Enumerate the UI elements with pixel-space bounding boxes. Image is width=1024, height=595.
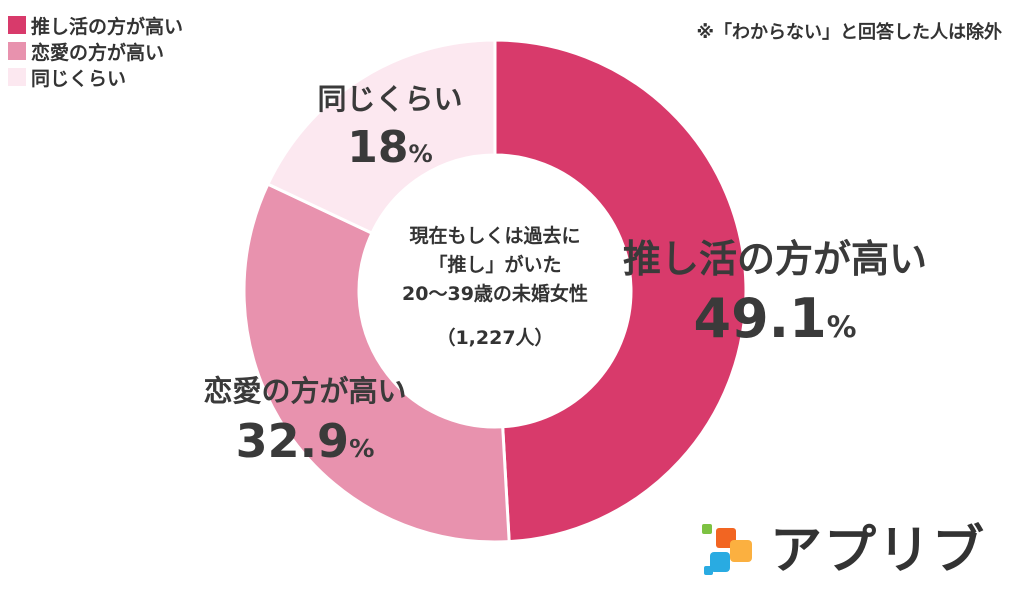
legend-label-oshi: 推し活の方が高い [31,15,184,38]
center-line-1: 現在もしくは過去に [409,225,581,247]
center-caption: 現在もしくは過去に 「推し」がいた 20〜39歳の未婚女性 （1,227人） [357,222,633,350]
segment-value-oshi: 49.1% [693,287,857,350]
legend-swatch-renai [8,42,26,60]
applibu-logo: アプリブ [700,518,1010,584]
donut-segment-oshi [493,38,748,544]
segment-value-onaji: 18% [347,122,433,173]
segment-label-oshi: 推し活の方が高い 49.1% [610,228,940,350]
center-line-3: 20〜39歳の未婚女性 [402,283,588,305]
segment-name-onaji: 同じくらい [317,82,463,116]
exclusion-note: ※「わからない」と回答した人は除外 [696,22,1003,43]
segment-value-renai: 32.9% [235,414,375,468]
legend-swatch-onaji [8,68,26,86]
legend-label-onaji: 同じくらい [31,67,127,90]
app-blocks-icon [702,524,752,575]
legend-label-renai: 恋愛の方が高い [31,41,165,64]
donut-segment-renai [242,182,511,544]
legend: 推し活の方が高い 恋愛の方が高い 同じくらい [8,12,183,90]
logo-text: アプリブ [770,521,987,581]
center-line-2: 「推し」がいた [428,254,562,276]
segment-name-oshi: 推し活の方が高い [622,237,927,281]
segment-label-renai: 恋愛の方が高い 32.9% [180,368,430,468]
segment-label-onaji: 同じくらい 18% [290,76,490,173]
donut-segment-onaji [265,38,497,236]
legend-item-renai: 恋愛の方が高い [8,38,183,64]
segment-name-renai: 恋愛の方が高い [203,374,407,408]
legend-item-oshi: 推し活の方が高い [8,12,183,38]
legend-item-onaji: 同じくらい [8,64,183,90]
legend-swatch-oshi [8,16,26,34]
center-respondent-count: （1,227人） [436,327,554,349]
